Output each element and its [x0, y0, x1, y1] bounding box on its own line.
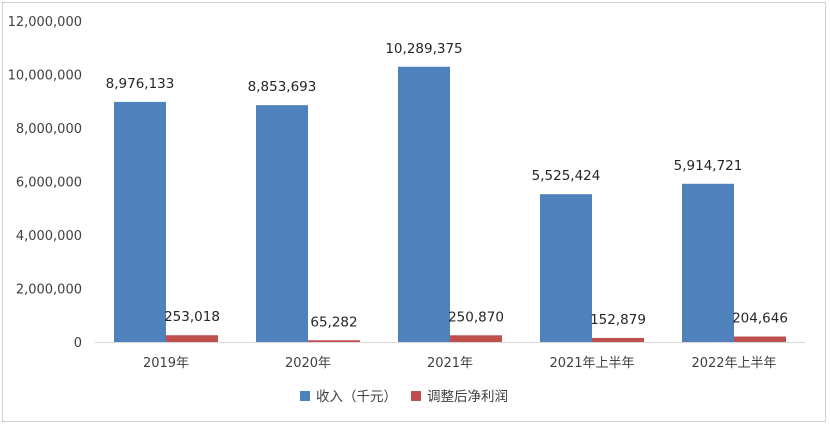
bar-revenue — [114, 101, 166, 342]
bar-revenue — [540, 194, 592, 342]
data-label-revenue: 5,525,424 — [532, 168, 601, 184]
bar-adjusted-net-profit — [166, 335, 218, 342]
bar-adjusted-net-profit — [734, 336, 786, 342]
bars — [114, 66, 786, 342]
x-tick-label: 2019年 — [143, 356, 189, 371]
bar-revenue — [682, 183, 734, 342]
data-label-revenue: 5,914,721 — [674, 158, 743, 174]
y-tick-label: 12,000,000 — [8, 15, 82, 30]
bar-adjusted-net-profit — [450, 335, 502, 342]
data-label-adjusted-net-profit: 204,646 — [732, 311, 788, 327]
x-tick-label: 2020年 — [285, 356, 331, 371]
y-tick-label: 8,000,000 — [16, 122, 82, 137]
y-tick-label: 2,000,000 — [16, 283, 82, 298]
legend-swatch-adjusted-net-profit — [411, 391, 421, 401]
bar-revenue — [256, 105, 308, 342]
legend-label-adjusted-net-profit: 调整后净利润 — [427, 389, 508, 405]
legend-swatch-revenue — [300, 391, 310, 401]
y-tick-label: 4,000,000 — [16, 229, 82, 244]
bar-adjusted-net-profit — [308, 340, 360, 342]
x-axis-tick-labels: 2019年 2020年 2021年 2021年上半年 2022年上半年 — [143, 356, 777, 371]
data-labels: 8,976,133 253,018 8,853,693 65,282 10,289,37… — [106, 41, 788, 330]
y-tick-label: 6,000,000 — [16, 176, 82, 191]
data-label-revenue: 8,853,693 — [248, 79, 317, 95]
bar-revenue — [398, 66, 450, 342]
data-label-revenue: 8,976,133 — [106, 76, 175, 92]
data-label-adjusted-net-profit: 65,282 — [310, 314, 357, 330]
data-label-adjusted-net-profit: 250,870 — [448, 309, 504, 325]
x-tick-label: 2021年上半年 — [549, 356, 634, 371]
bar-adjusted-net-profit — [592, 337, 644, 342]
x-tick-label: 2022年上半年 — [691, 356, 776, 371]
legend-label-revenue: 收入（千元） — [316, 389, 397, 405]
y-axis-tick-labels: 0 2,000,000 4,000,000 6,000,000 8,000,000 10,… — [8, 15, 82, 351]
y-tick-label: 0 — [74, 336, 82, 351]
data-label-adjusted-net-profit: 253,018 — [164, 309, 220, 325]
legend: 收入（千元） 调整后净利润 — [300, 389, 508, 405]
data-label-revenue: 10,289,375 — [385, 41, 462, 57]
data-label-adjusted-net-profit: 152,879 — [590, 312, 646, 328]
y-tick-label: 10,000,000 — [8, 69, 82, 84]
x-tick-label: 2021年 — [427, 356, 473, 371]
